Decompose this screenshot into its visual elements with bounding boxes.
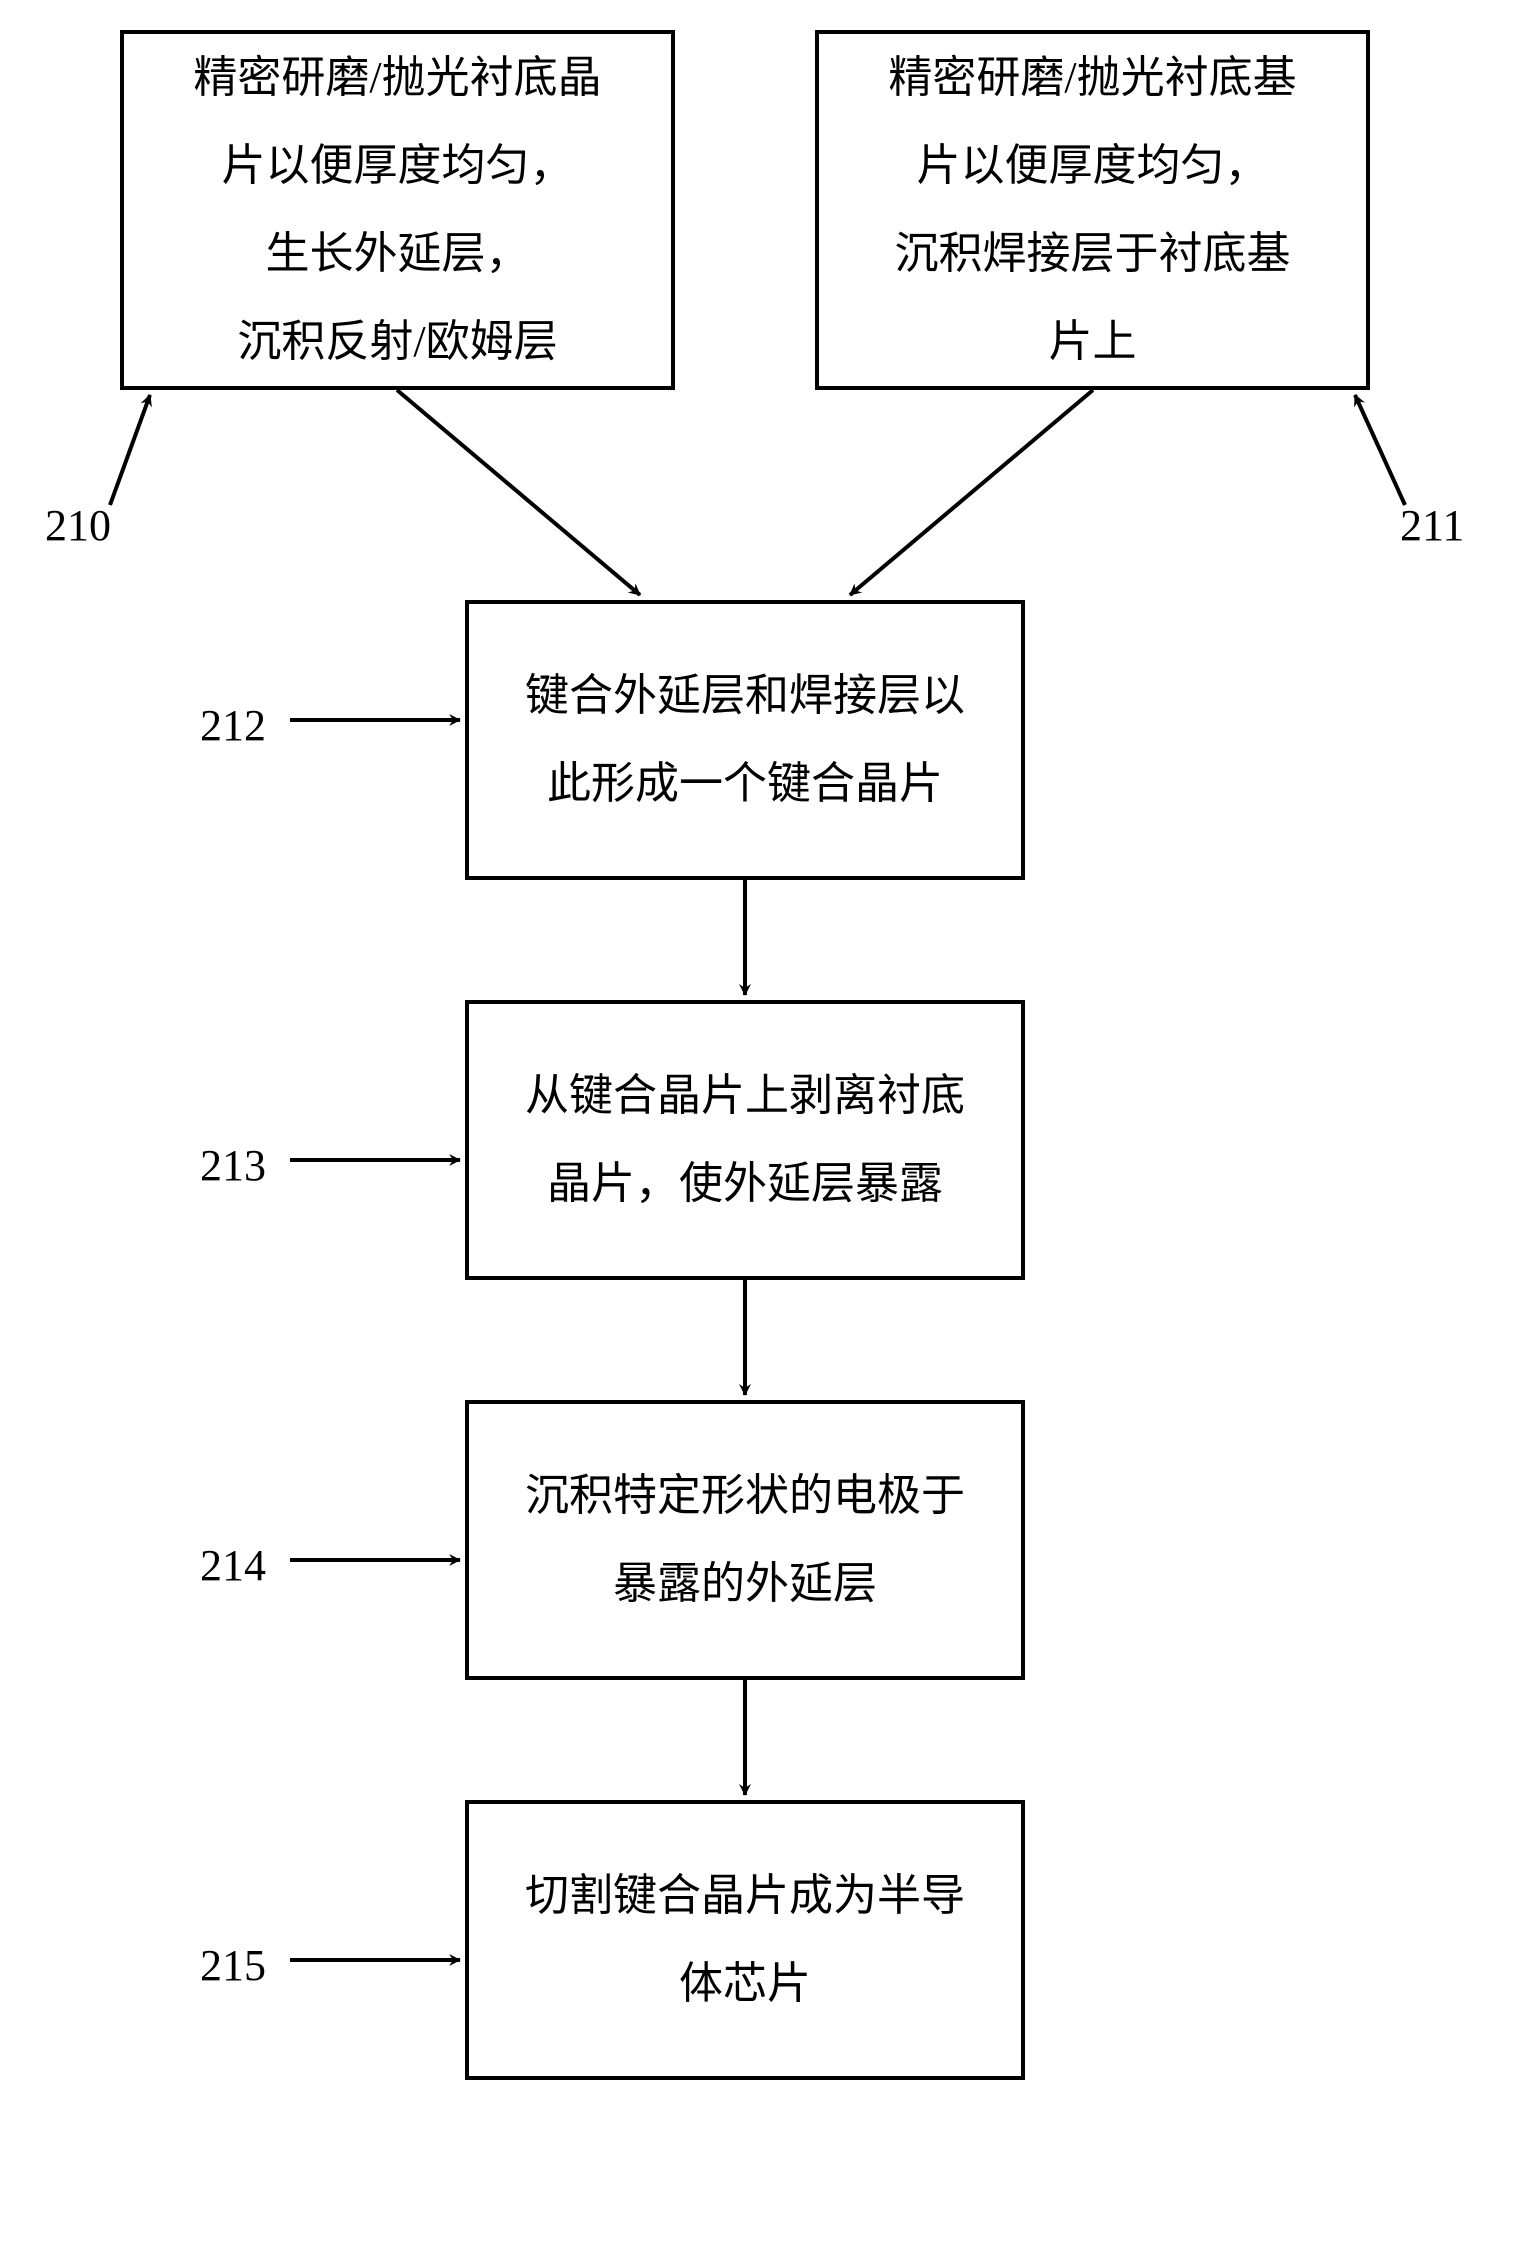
arrow-210-to-212: [397, 390, 640, 595]
node-214: 沉积特定形状的电极于 暴露的外延层: [465, 1400, 1025, 1680]
label-212: 212: [200, 700, 266, 751]
text-line: 体芯片: [679, 1959, 811, 2008]
label-211: 211: [1400, 500, 1464, 551]
text-line: 片上: [1048, 317, 1136, 366]
text-line: 精密研磨/抛光衬底基: [888, 53, 1296, 102]
text-line: 片以便厚度均匀，: [916, 141, 1268, 190]
node-211: 精密研磨/抛光衬底基 片以便厚度均匀， 沉积焊接层于衬底基 片上: [815, 30, 1370, 390]
label-213: 213: [200, 1140, 266, 1191]
node-212-text: 键合外延层和焊接层以 此形成一个键合晶片: [525, 652, 965, 828]
node-214-text: 沉积特定形状的电极于 暴露的外延层: [525, 1452, 965, 1628]
text-line: 精密研磨/抛光衬底晶: [193, 53, 601, 102]
text-line: 键合外延层和焊接层以: [525, 671, 965, 720]
text-line: 此形成一个键合晶片: [547, 759, 943, 808]
label-215: 215: [200, 1940, 266, 1991]
node-211-text: 精密研磨/抛光衬底基 片以便厚度均匀， 沉积焊接层于衬底基 片上: [888, 34, 1296, 386]
text-line: 片以便厚度均匀，: [221, 141, 573, 190]
arrow-211-to-212: [850, 390, 1093, 595]
pointer-211: [1355, 395, 1405, 505]
text-line: 从键合晶片上剥离衬底: [525, 1071, 965, 1120]
pointer-210: [110, 395, 150, 505]
text-line: 沉积特定形状的电极于: [525, 1471, 965, 1520]
node-212: 键合外延层和焊接层以 此形成一个键合晶片: [465, 600, 1025, 880]
node-215: 切割键合晶片成为半导 体芯片: [465, 1800, 1025, 2080]
node-215-text: 切割键合晶片成为半导 体芯片: [525, 1852, 965, 2028]
text-line: 沉积反射/欧姆层: [237, 317, 557, 366]
label-210: 210: [45, 500, 111, 551]
text-line: 暴露的外延层: [613, 1559, 877, 1608]
node-210-text: 精密研磨/抛光衬底晶 片以便厚度均匀， 生长外延层， 沉积反射/欧姆层: [193, 34, 601, 386]
text-line: 沉积焊接层于衬底基: [894, 229, 1290, 278]
text-line: 生长外延层，: [265, 229, 529, 278]
text-line: 切割键合晶片成为半导: [525, 1871, 965, 1920]
node-213: 从键合晶片上剥离衬底 晶片，使外延层暴露: [465, 1000, 1025, 1280]
node-213-text: 从键合晶片上剥离衬底 晶片，使外延层暴露: [525, 1052, 965, 1228]
text-line: 晶片，使外延层暴露: [547, 1159, 943, 1208]
node-210: 精密研磨/抛光衬底晶 片以便厚度均匀， 生长外延层， 沉积反射/欧姆层: [120, 30, 675, 390]
label-214: 214: [200, 1540, 266, 1591]
flowchart-canvas: 精密研磨/抛光衬底晶 片以便厚度均匀， 生长外延层， 沉积反射/欧姆层 精密研磨…: [0, 0, 1524, 2256]
